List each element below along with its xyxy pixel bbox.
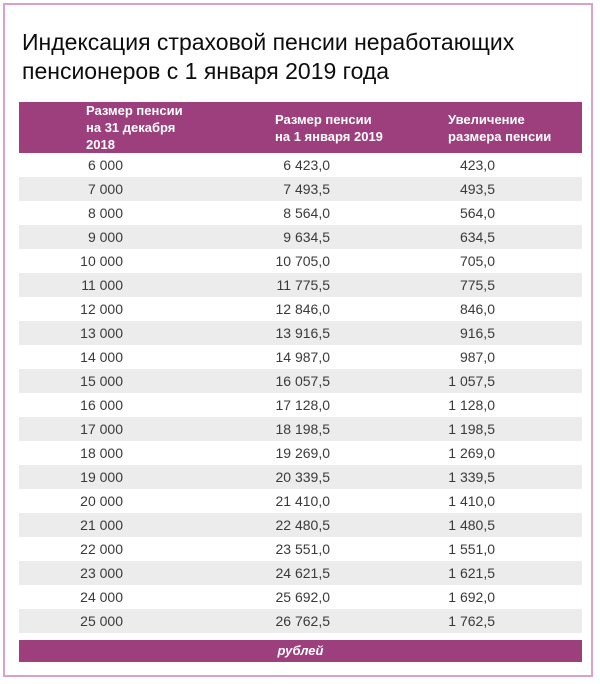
cell: 22 000 (80, 541, 123, 557)
cell: 10 000 (80, 253, 123, 269)
table-row: 13 000 13 916,5 916,5 (19, 321, 582, 345)
cell: 23 551,0 (275, 541, 331, 557)
table-row: 15 000 16 057,5 1 057,5 (19, 369, 582, 393)
cell: 25 000 (80, 613, 123, 629)
column-header-line: на 31 декабря 2018 (86, 120, 176, 152)
pension-table-wrap: Размер пенсии на 31 декабря 2018 Размер … (19, 102, 582, 633)
table-row: 14 000 14 987,0 987,0 (19, 345, 582, 369)
table-row: 7 000 7 493,5 493,5 (19, 177, 582, 201)
cell: 14 987,0 (275, 349, 331, 365)
cell: 10 705,0 (275, 253, 331, 269)
cell: 1 269,0 (448, 445, 495, 461)
page-title: Индексация страховой пенсии неработающих… (22, 29, 515, 84)
cell: 25 692,0 (275, 589, 331, 605)
cell: 26 762,5 (275, 613, 331, 629)
cell: 705,0 (459, 253, 495, 269)
cell: 22 480,5 (275, 517, 331, 533)
cell: 13 916,5 (275, 325, 331, 341)
cell: 1 621,5 (448, 565, 495, 581)
pension-table: Размер пенсии на 31 декабря 2018 Размер … (19, 102, 582, 633)
cell: 11 775,5 (276, 277, 330, 293)
table-row: 24 000 25 692,0 1 692,0 (19, 585, 582, 609)
cell: 987,0 (459, 349, 495, 365)
cell: 16 000 (80, 397, 123, 413)
table-row: 9 000 9 634,5 634,5 (19, 225, 582, 249)
cell: 23 000 (80, 565, 123, 581)
cell: 13 000 (80, 325, 123, 341)
cell: 7 493,5 (283, 181, 330, 197)
cell: 1 339,5 (448, 469, 495, 485)
table-row: 8 000 8 564,0 564,0 (19, 201, 582, 225)
table-row: 21 000 22 480,5 1 480,5 (19, 513, 582, 537)
table-row: 20 000 21 410,0 1 410,0 (19, 489, 582, 513)
cell: 12 846,0 (275, 301, 331, 317)
column-header-line: Увеличение (448, 111, 525, 127)
cell: 21 410,0 (275, 493, 331, 509)
cell: 1 762,5 (448, 613, 495, 629)
cell: 12 000 (80, 301, 123, 317)
table-row: 6 000 6 423,0 423,0 (19, 153, 582, 177)
cell: 775,5 (459, 277, 495, 293)
column-header-pension-2019: Размер пенсии на 1 января 2019 (207, 102, 394, 153)
cell: 18 000 (80, 445, 123, 461)
cell: 7 000 (87, 181, 123, 197)
cell: 493,5 (459, 181, 495, 197)
cell: 16 057,5 (275, 373, 331, 389)
infographic-frame: Индексация страховой пенсии неработающих… (3, 3, 593, 677)
cell: 6 423,0 (283, 157, 330, 173)
table-row: 12 000 12 846,0 846,0 (19, 297, 582, 321)
cell: 17 000 (80, 421, 123, 437)
cell: 19 000 (80, 469, 123, 485)
cell: 11 000 (81, 277, 123, 293)
cell: 6 000 (87, 157, 123, 173)
cell: 8 564,0 (283, 205, 330, 221)
cell: 24 621,5 (275, 565, 331, 581)
cell: 8 000 (87, 205, 123, 221)
table-row: 19 000 20 339,5 1 339,5 (19, 465, 582, 489)
column-header-line: Размер пенсии (275, 111, 372, 127)
cell: 21 000 (80, 517, 123, 533)
cell: 1 480,5 (448, 517, 495, 533)
cell: 9 000 (87, 229, 123, 245)
column-header-line: на 1 января 2019 (275, 128, 383, 144)
cell: 19 269,0 (275, 445, 331, 461)
table-row: 16 000 17 128,0 1 128,0 (19, 393, 582, 417)
cell: 634,5 (459, 229, 495, 245)
cell: 24 000 (80, 589, 123, 605)
column-header-line: Размер пенсии (86, 103, 183, 118)
column-header-line: размера пенсии (448, 128, 552, 144)
cell: 1 692,0 (448, 589, 495, 605)
cell: 916,5 (459, 325, 495, 341)
cell: 1 410,0 (448, 493, 495, 509)
cell: 15 000 (80, 373, 123, 389)
cell: 14 000 (80, 349, 123, 365)
table-row: 10 000 10 705,0 705,0 (19, 249, 582, 273)
cell: 564,0 (459, 205, 495, 221)
cell: 1 198,5 (448, 421, 495, 437)
cell: 1 128,0 (448, 397, 495, 413)
cell: 20 000 (80, 493, 123, 509)
cell: 18 198,5 (275, 421, 331, 437)
cell: 1 057,5 (448, 373, 495, 389)
cell: 1 551,0 (448, 541, 495, 557)
header-row: Размер пенсии на 31 декабря 2018 Размер … (19, 102, 582, 153)
table-row: 22 000 23 551,0 1 551,0 (19, 537, 582, 561)
table-row: 11 000 11 775,5 775,5 (19, 273, 582, 297)
table-row: 18 000 19 269,0 1 269,0 (19, 441, 582, 465)
cell: 846,0 (459, 301, 495, 317)
table-row: 25 000 26 762,5 1 762,5 (19, 609, 582, 633)
column-header-increase: Увеличение размера пенсии (394, 102, 582, 153)
cell: 9 634,5 (283, 229, 330, 245)
column-header-pension-2018: Размер пенсии на 31 декабря 2018 (19, 102, 207, 153)
cell: 17 128,0 (275, 397, 331, 413)
cell: 20 339,5 (275, 469, 331, 485)
cell: 423,0 (459, 157, 495, 173)
units-footer: рублей (19, 640, 582, 662)
table-row: 23 000 24 621,5 1 621,5 (19, 561, 582, 585)
table-row: 17 000 18 198,5 1 198,5 (19, 417, 582, 441)
